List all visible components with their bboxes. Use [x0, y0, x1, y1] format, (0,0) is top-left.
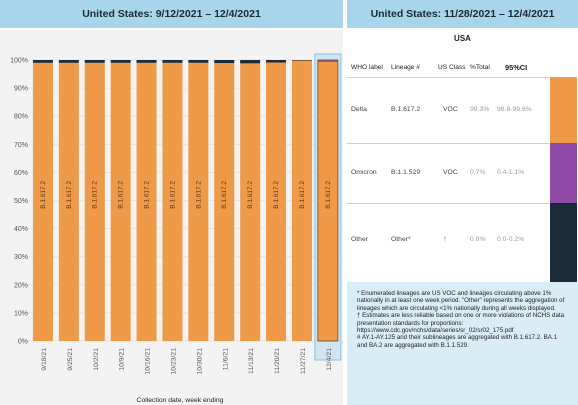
x-tick-label: 9/25/21	[67, 348, 74, 371]
bar-label: B.1.617.2	[221, 181, 228, 209]
summary-panel: USA WHO label Lineage # US Class %Total …	[347, 30, 578, 405]
left-header: United States: 9/12/2021 – 12/4/2021	[0, 0, 343, 28]
col-header-total: %Total	[470, 64, 490, 71]
table-divider	[347, 203, 549, 204]
bar-label: B.1.617.2	[169, 181, 176, 209]
other-lineage: Other*	[391, 236, 411, 243]
omicron-total: 0.7%	[470, 169, 486, 176]
bar-segment	[266, 62, 287, 342]
bar-segment	[266, 60, 287, 63]
x-tick-label: 10/30/21	[196, 348, 203, 375]
x-tick-label: 9/18/21	[41, 348, 48, 371]
stacked-bar-chart: 0% 10% 20% 30% 40% 50% 60% 70% 80% 90% 100% B.1.617…	[10, 53, 343, 404]
table-title: USA	[454, 34, 471, 43]
bar-segment	[32, 60, 53, 63]
bar-segment	[162, 60, 183, 63]
other-color-swatch	[550, 203, 577, 282]
bar-segment	[188, 60, 209, 63]
col-header-ci: 95%CI	[505, 63, 528, 72]
bar-segment	[317, 61, 338, 341]
delta-usclass: VOC	[443, 106, 458, 113]
y-tick-label: 10%	[14, 310, 28, 317]
lineage-table: WHO label Lineage # US Class %Total 95%C…	[347, 50, 578, 312]
y-tick-label: 100%	[10, 58, 28, 65]
delta-ci: 98.8-99.6%	[497, 106, 532, 113]
bar-segment	[58, 60, 79, 63]
omicron-color-swatch	[550, 143, 577, 203]
col-header-lineage: Lineage #	[391, 64, 420, 71]
x-tick-label: 10/16/21	[145, 348, 152, 375]
other-usclass: †	[443, 236, 447, 243]
col-header-usclass: US Class	[438, 64, 466, 71]
omicron-who-label: Omicron	[351, 169, 377, 176]
bar-segment	[110, 60, 131, 63]
bar-segment	[240, 63, 261, 341]
bar-segment	[188, 62, 209, 342]
bar-segment	[110, 62, 131, 342]
bar-segment	[32, 62, 53, 342]
bar-segment	[162, 62, 183, 342]
bar-segment	[317, 60, 338, 62]
omicron-ci: 0.4-1.1%	[497, 169, 525, 176]
delta-total: 99.3%	[470, 106, 490, 113]
bar-label: B.1.617.2	[92, 181, 99, 209]
bar-label: B.1.617.2	[299, 181, 306, 209]
other-total: 0.0%	[470, 236, 486, 243]
bar-label: B.1.617.2	[40, 181, 47, 209]
y-tick-label: 60%	[14, 170, 28, 177]
bar-segment	[84, 60, 105, 63]
x-tick-label: 11/27/21	[300, 348, 307, 374]
other-ci: 0.0-0.2%	[497, 236, 525, 243]
bar-segment	[291, 60, 312, 61]
bar-label: B.1.617.2	[273, 181, 280, 209]
y-tick-label: 70%	[14, 142, 28, 149]
table-divider	[347, 77, 549, 78]
footnote-star: * Enumerated lineages are US VOC and lin…	[357, 290, 565, 312]
right-header: United States: 11/28/2021 – 12/4/2021	[347, 0, 578, 28]
bar-segment	[136, 60, 157, 63]
y-tick-label: 80%	[14, 114, 28, 121]
y-tick-label: 40%	[14, 226, 28, 233]
delta-who-label: Delta	[351, 106, 367, 113]
delta-lineage: B.1.617.2	[391, 106, 421, 113]
bar-segment	[240, 60, 261, 64]
y-tick-label: 50%	[14, 198, 28, 205]
col-header-who: WHO label	[351, 64, 383, 71]
delta-color-swatch	[550, 77, 577, 143]
omicron-lineage: B.1.1.529	[391, 169, 421, 176]
bar-label: B.1.617.2	[144, 181, 151, 209]
bar-segment	[58, 62, 79, 342]
x-tick-label: 11/13/21	[248, 348, 255, 374]
y-tick-label: 0%	[18, 339, 28, 346]
y-tick-label: 30%	[14, 254, 28, 261]
bar-label: B.1.617.2	[66, 181, 73, 209]
bar-segment	[214, 63, 235, 341]
footnotes-box: * Enumerated lineages are US VOC and lin…	[347, 282, 578, 405]
highlighted-bar-outline	[317, 59, 339, 342]
y-tick-label: 90%	[14, 86, 28, 93]
y-tick-label: 20%	[14, 282, 28, 289]
bar-label: B.1.617.2	[325, 181, 332, 209]
bar-label: B.1.617.2	[247, 181, 254, 209]
bar-segment	[136, 62, 157, 342]
x-tick-label: 10/23/21	[170, 348, 177, 375]
x-tick-label: 10/2/21	[93, 348, 100, 371]
x-axis-title: Collection date, week ending	[137, 397, 224, 404]
x-tick-label: 11/20/21	[274, 348, 281, 374]
x-tick-label: 11/6/21	[222, 348, 229, 370]
table-divider	[347, 143, 549, 144]
footnote-hash: # AY.1-AY.125 and their sublineages are …	[357, 334, 558, 349]
omicron-usclass: VOC	[443, 169, 458, 176]
bar-segment	[214, 60, 235, 64]
bar-segment	[84, 62, 105, 342]
chart-panel: 0% 10% 20% 30% 40% 50% 60% 70% 80% 90% 100% B.1.617…	[0, 30, 343, 405]
bar-label: B.1.617.2	[118, 181, 125, 209]
x-tick-label: 12/4/21	[326, 348, 333, 371]
bar-label: B.1.617.2	[195, 181, 202, 209]
footnote-dagger: † Estimates are less reliable based on o…	[357, 312, 565, 335]
bar-segment	[291, 60, 312, 341]
x-tick-label: 10/9/21	[119, 348, 126, 371]
other-who-label: Other	[351, 236, 368, 243]
